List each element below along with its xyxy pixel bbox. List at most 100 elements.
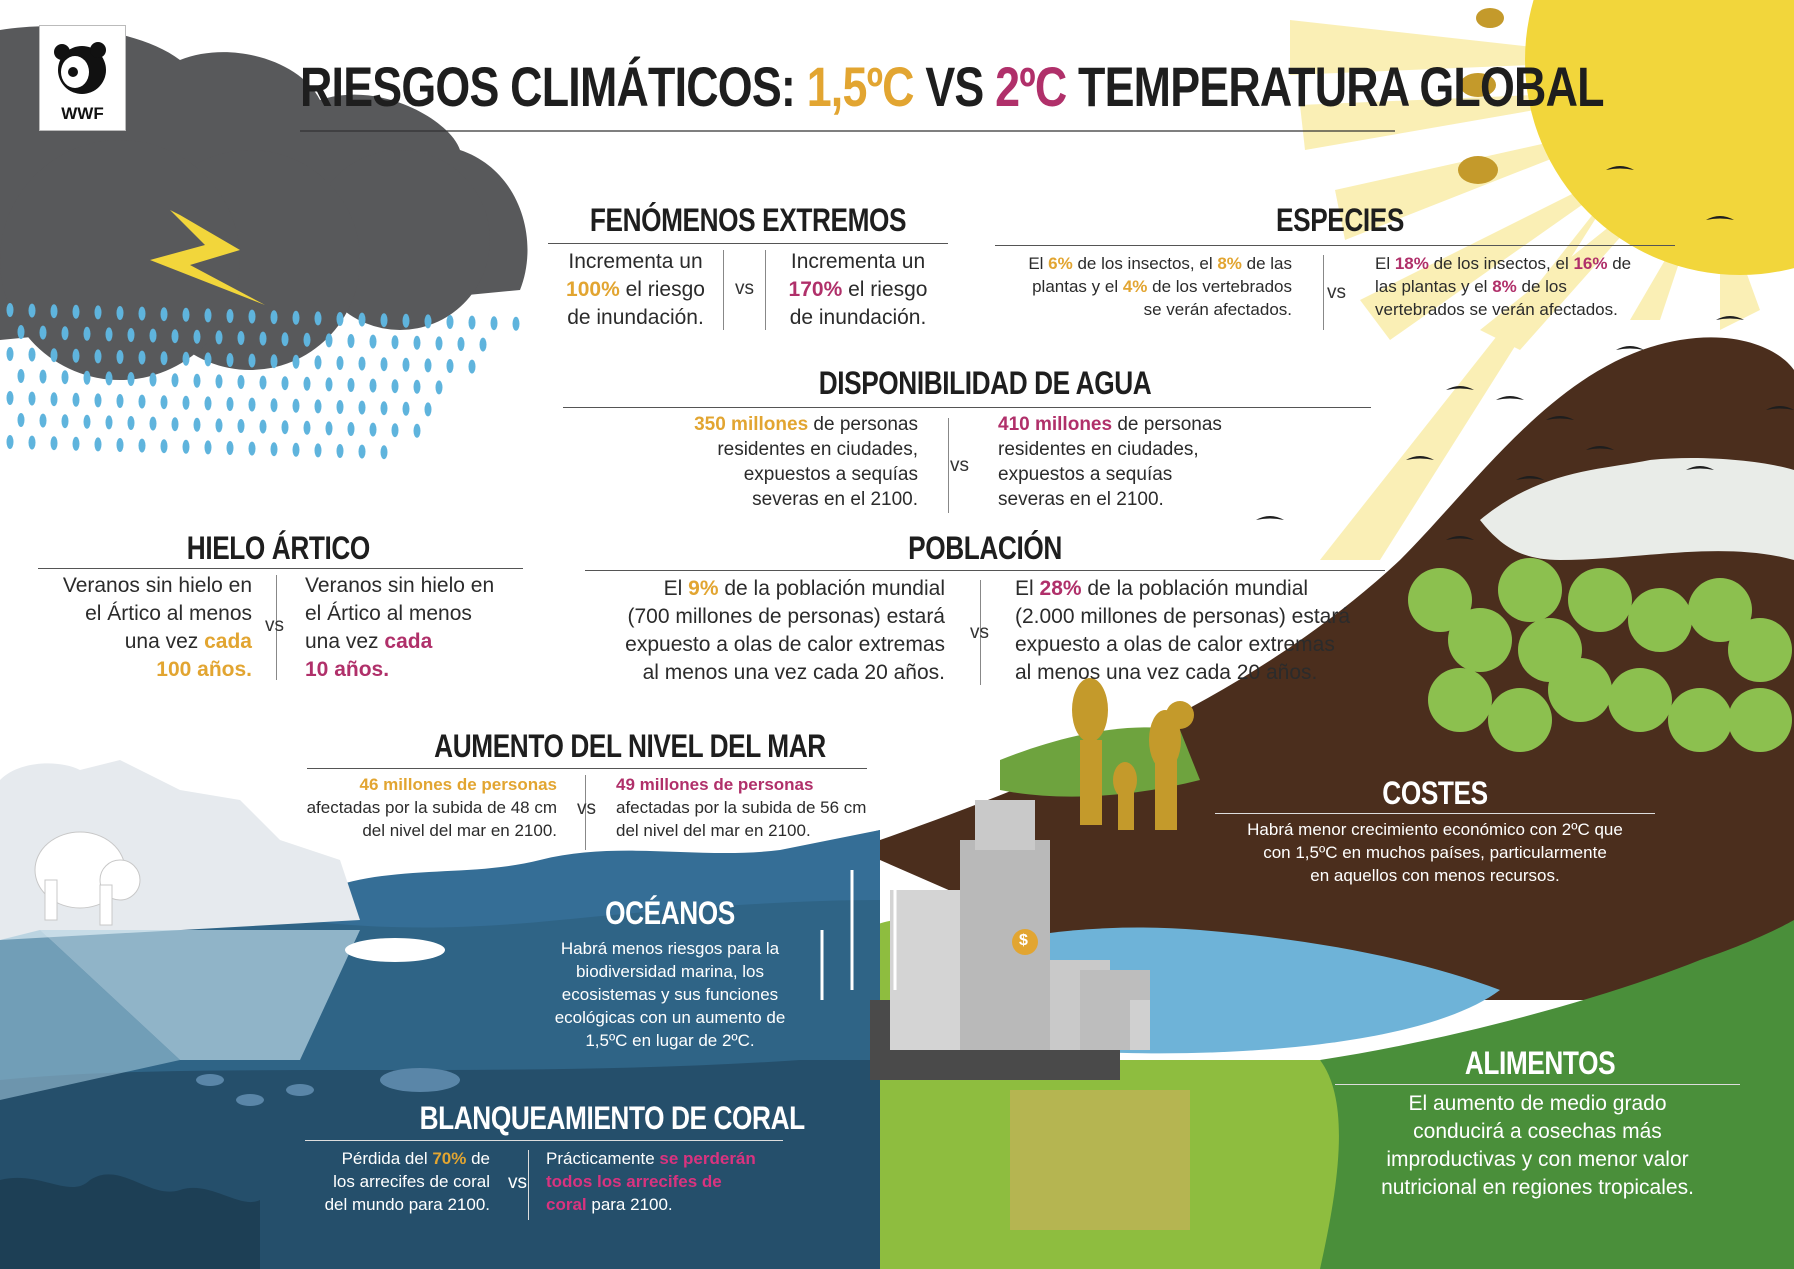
rain-drop [314, 355, 322, 370]
agua-heading: DISPONIBILIDAD DE AGUA [818, 365, 1152, 401]
tree-crown [1568, 568, 1632, 632]
rain-drop [248, 353, 256, 368]
rain-drop [193, 373, 201, 388]
alimentos-text: El aumento de medio grado conducirá a co… [1381, 1092, 1694, 1199]
coral-divider [528, 1150, 529, 1220]
rain-drop [61, 326, 69, 341]
rain-drop [292, 398, 300, 413]
mar-vs: vs [577, 798, 596, 819]
alimentos-heading: ALIMENTOS [1464, 1045, 1616, 1081]
rain-drop [138, 306, 146, 321]
rain-drop [105, 327, 113, 342]
tree-crown [1448, 608, 1512, 672]
rain-drop [28, 391, 36, 406]
rain-drop [72, 304, 80, 319]
tree-crown [1498, 558, 1562, 622]
rain-drop [50, 392, 58, 407]
coral-rule [305, 1140, 783, 1141]
rain-drop [94, 437, 102, 452]
rain-drop [138, 394, 146, 409]
rain-drop [424, 358, 432, 373]
especies-divider [1323, 255, 1324, 330]
coin-label: $ [1019, 932, 1028, 949]
rain-drop [215, 330, 223, 345]
rain-drop [270, 442, 278, 457]
storm-cloud-icon [0, 26, 528, 380]
rain-drop [424, 314, 432, 329]
rain-drop [182, 395, 190, 410]
rain-drop [380, 445, 388, 460]
rain-drop [391, 423, 399, 438]
rain-drop [336, 356, 344, 370]
rain-drop [105, 415, 113, 430]
poblacion-rule [585, 570, 1385, 571]
rain-drop [479, 337, 487, 352]
title-2: 2ºC [995, 55, 1067, 118]
rain-drop [369, 378, 377, 393]
rain-drop [248, 309, 256, 324]
tree-crown [1488, 688, 1552, 752]
rain-drop [149, 328, 157, 343]
rain-drop [380, 357, 388, 372]
rain-drop [270, 398, 278, 413]
extremos-left: Incrementa un 100% el riesgo de inundaci… [566, 250, 705, 329]
rain-drop [149, 416, 157, 431]
extremos-divider-2 [765, 250, 766, 330]
rain-drop [336, 400, 344, 414]
bird [1586, 446, 1614, 450]
logo-text: WWF [61, 104, 104, 123]
rain-drop [116, 350, 124, 364]
rain-drop [171, 329, 179, 344]
costes-text: Habrá menor crecimiento económico con 2º… [1247, 820, 1623, 885]
mountain-snow [1480, 458, 1794, 560]
coral-right: Prácticamente se perderán todos los arre… [546, 1149, 756, 1214]
extremos-right: Incrementa un 170% el riesgo de inundaci… [788, 250, 928, 329]
rain-drop [358, 356, 366, 371]
rain-drop [391, 379, 399, 394]
rain-drop [281, 376, 289, 391]
rain-drop [336, 444, 344, 458]
agua-vs: vs [950, 455, 969, 476]
tree-crown [1408, 568, 1472, 632]
rain-drop [149, 372, 157, 387]
rain-drop [270, 354, 278, 369]
rain-drop [39, 369, 47, 384]
rain-drop [435, 380, 443, 395]
title-vs: VS [925, 55, 984, 118]
ocean-waves [300, 830, 880, 928]
bird [1606, 166, 1634, 170]
extremos-divider [723, 250, 724, 330]
rain-drop [28, 303, 36, 318]
rain-drop [138, 438, 146, 453]
rain-drop [292, 442, 300, 457]
rain-drop [171, 417, 179, 432]
mar-right: 49 millones de personas afectadas por la… [616, 775, 867, 840]
rain-drop [259, 419, 267, 434]
rain-drop [237, 419, 245, 433]
bird [1256, 516, 1284, 520]
especies-left: El 6% de los insectos, el 8% de las plan… [1028, 254, 1292, 319]
agua-right: 410 millones de personas residentes en c… [998, 414, 1222, 510]
fish [196, 1074, 314, 1106]
rain-drop [270, 310, 278, 325]
bird [1706, 216, 1734, 220]
trees [1408, 558, 1792, 752]
rain-drop [402, 357, 410, 372]
rain-drop [17, 369, 25, 383]
oceanos-text: Habrá menos riesgos para la biodiversida… [554, 939, 786, 1050]
rain-drop [391, 335, 399, 350]
wind-turbines [820, 870, 897, 1000]
extremos-heading: FENÓMENOS EXTREMOS [589, 202, 907, 238]
rain-drop [226, 397, 234, 411]
sun-icon [1525, 0, 1794, 275]
tree-crown [1688, 578, 1752, 642]
rain-drop [138, 350, 146, 365]
bird [1546, 416, 1574, 420]
bird [1616, 346, 1644, 350]
rain-drop [347, 378, 355, 392]
panda-logo[interactable]: WWF [39, 25, 126, 131]
rain-drop [358, 312, 366, 327]
bird [1446, 386, 1474, 390]
